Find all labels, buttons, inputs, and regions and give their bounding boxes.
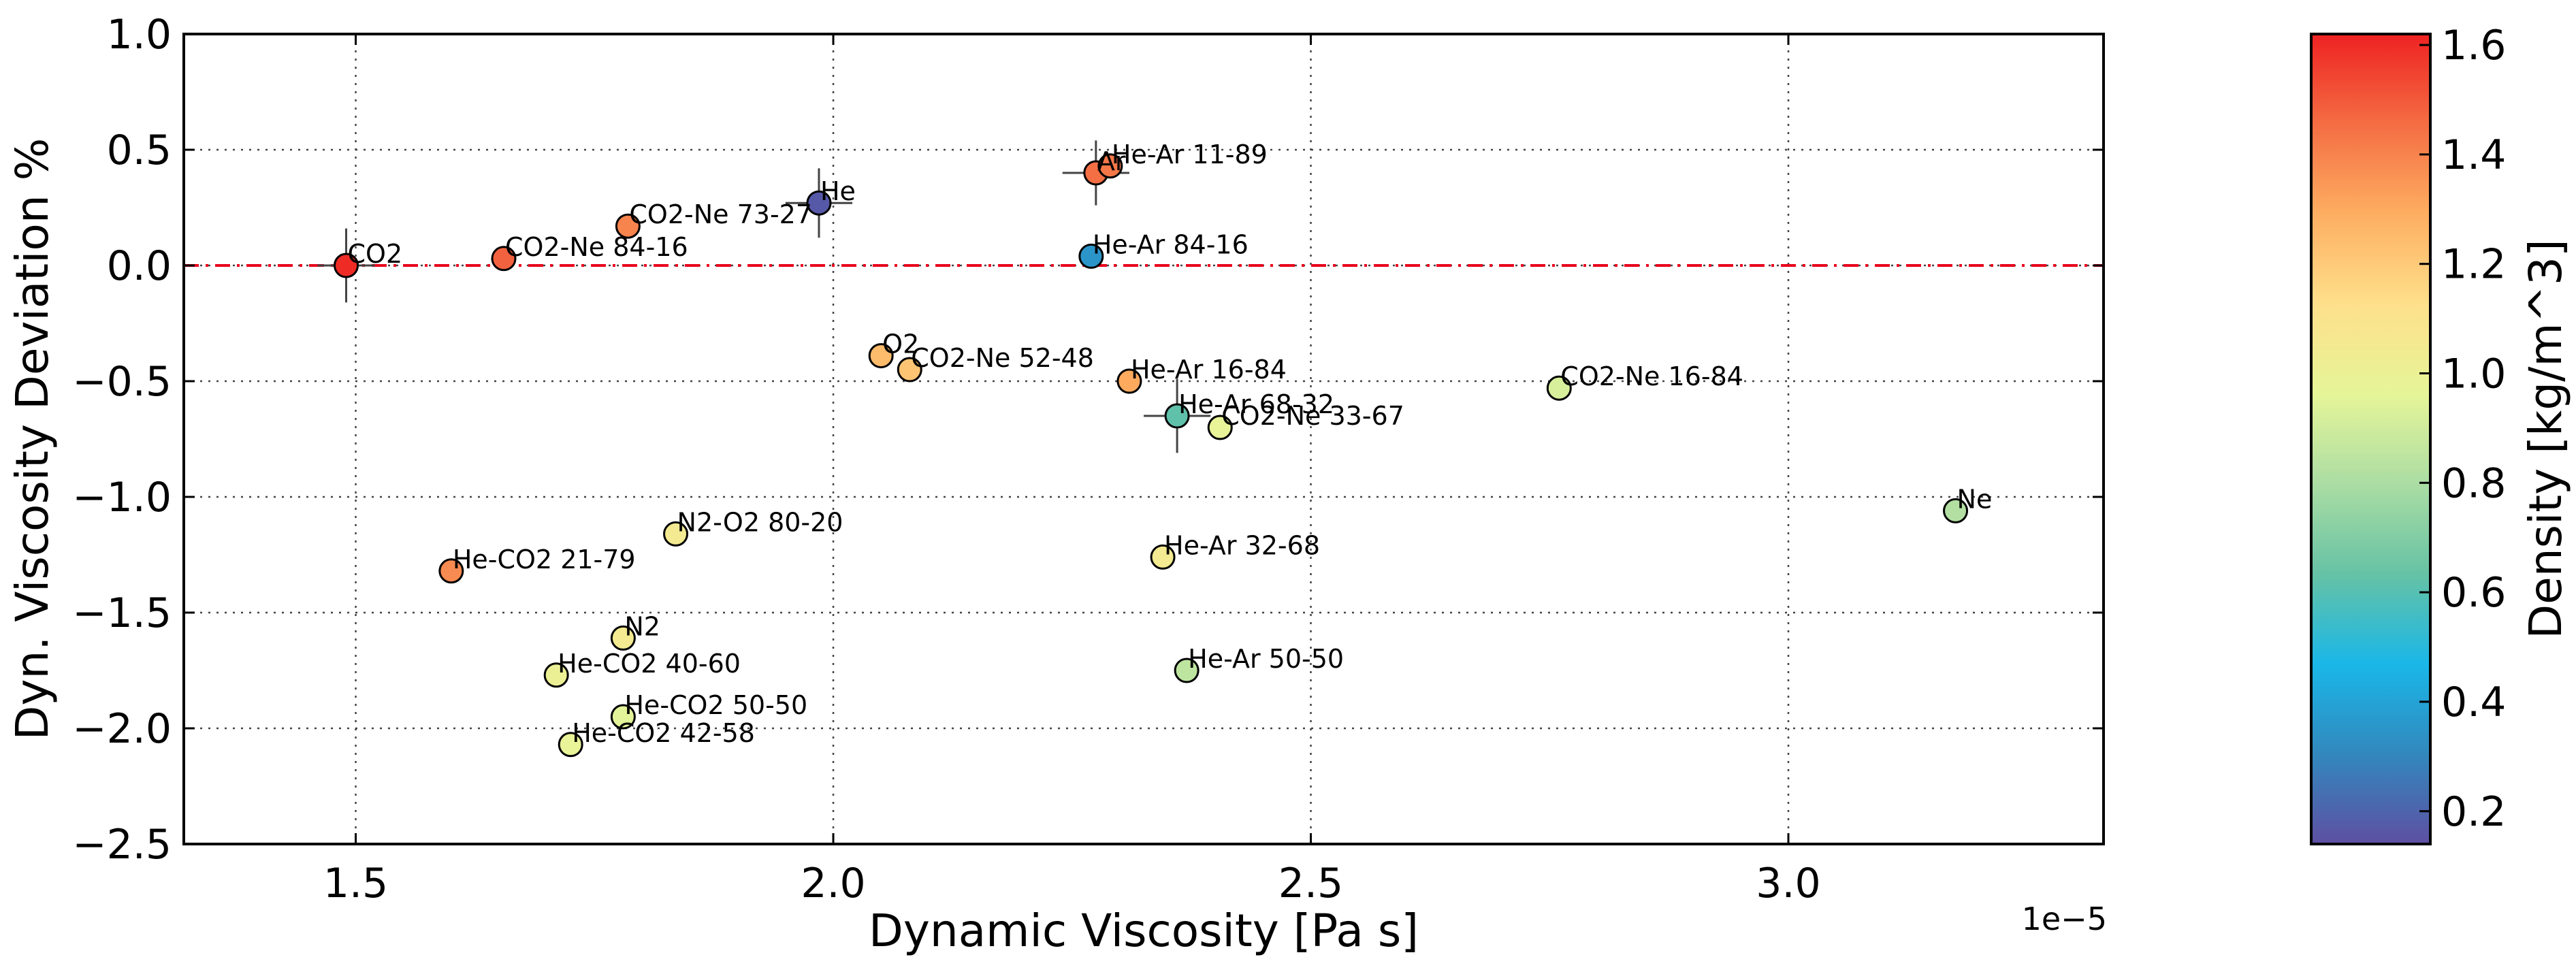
point-label-co2-ne-16-84: CO2-Ne 16-84 bbox=[1560, 361, 1743, 391]
plot-frame bbox=[182, 33, 2105, 845]
y-tick-label: −0.5 bbox=[72, 358, 172, 406]
point-n2 bbox=[610, 625, 636, 651]
point-he-ar-16-84 bbox=[1116, 368, 1142, 394]
point-co2-ne-84-16 bbox=[491, 246, 517, 272]
point-label-co2-ne-84-16: CO2-Ne 84-16 bbox=[505, 232, 688, 262]
colorbar bbox=[2310, 33, 2432, 845]
point-label-ne: Ne bbox=[1957, 484, 1993, 514]
colorbar-tick-label: 1.0 bbox=[2441, 351, 2506, 398]
x-tick-label: 2.5 bbox=[1278, 860, 1343, 907]
point-he-co2-42-58 bbox=[558, 732, 583, 758]
colorbar-tick-label: 1.4 bbox=[2441, 131, 2506, 179]
point-label-he-co2-40-60: He-CO2 40-60 bbox=[558, 649, 741, 679]
error-bars bbox=[317, 140, 1211, 453]
point-label-he-ar-32-68: He-Ar 32-68 bbox=[1164, 530, 1320, 560]
point-label-he-ar-11-89: He-Ar 11-89 bbox=[1112, 140, 1268, 169]
x-tick-label: 2.0 bbox=[801, 860, 865, 907]
point-label-he-ar-50-50: He-Ar 50-50 bbox=[1188, 644, 1344, 674]
colorbar-tick-label: 0.4 bbox=[2441, 679, 2506, 726]
x-tick-label: 1.5 bbox=[323, 860, 388, 907]
point-ne bbox=[1943, 498, 1969, 523]
point-he-ar-32-68 bbox=[1150, 544, 1176, 570]
y-tick-label: 1.0 bbox=[107, 11, 172, 59]
point-he-co2-40-60 bbox=[543, 662, 569, 688]
y-tick-label: −1.0 bbox=[72, 474, 172, 521]
point-label-o2: O2 bbox=[882, 329, 919, 359]
y-tick-label: −2.5 bbox=[72, 821, 172, 869]
point-o2 bbox=[868, 343, 894, 369]
point-label-co2: CO2 bbox=[348, 239, 403, 269]
point-label-co2-ne-52-48: CO2-Ne 52-48 bbox=[911, 343, 1094, 373]
point-n2-o2-80-20 bbox=[663, 521, 689, 547]
x-axis-offset-label: 1e−5 bbox=[2022, 901, 2107, 937]
point-label-he-ar-68-32: He-Ar 68-32 bbox=[1178, 389, 1334, 419]
x-axis-label: Dynamic Viscosity [Pa s] bbox=[869, 905, 1419, 957]
colorbar-ticks: 0.2 0.4 0.6 0.8 1.0 1.2 1.4 1.6 bbox=[2419, 22, 2506, 836]
point-he-ar-11-89 bbox=[1097, 153, 1123, 179]
point-co2-ne-52-48 bbox=[897, 357, 922, 383]
point-he-ar-50-50 bbox=[1174, 658, 1200, 683]
y-tick-label: −2.0 bbox=[72, 705, 172, 753]
point-label-ar: Ar bbox=[1097, 146, 1126, 176]
colorbar-tick-label: 0.6 bbox=[2441, 569, 2506, 617]
x-axis-ticks: 1.5 2.0 2.5 3.0 bbox=[323, 34, 1821, 907]
x-tick-label: 3.0 bbox=[1756, 860, 1820, 907]
point-label-he-co2-21-79: He-CO2 21-79 bbox=[453, 545, 636, 574]
point-label-co2-ne-73-27: CO2-Ne 73-27 bbox=[629, 199, 812, 229]
colorbar-tick-label: 1.2 bbox=[2441, 241, 2506, 289]
point-label-he-ar-84-16: He-Ar 84-16 bbox=[1093, 229, 1249, 259]
point-he-co2-50-50 bbox=[610, 704, 636, 730]
y-axis-ticks: −2.5 −2.0 −1.5 −1.0 −0.5 0.0 0.5 1.0 bbox=[72, 11, 2104, 869]
point-he bbox=[806, 190, 832, 216]
point-co2-ne-16-84 bbox=[1546, 375, 1572, 401]
point-co2-ne-33-67 bbox=[1207, 415, 1233, 440]
point-co2 bbox=[334, 253, 359, 278]
colorbar-tick-label: 1.6 bbox=[2441, 22, 2506, 69]
y-tick-label: 0.0 bbox=[107, 242, 172, 290]
point-label-co2-ne-33-67: CO2-Ne 33-67 bbox=[1221, 401, 1404, 431]
y-axis-label: Dyn. Viscosity Deviation % bbox=[6, 138, 59, 741]
point-label-he: He bbox=[820, 176, 856, 206]
point-label-he-co2-50-50: He-CO2 50-50 bbox=[624, 690, 807, 720]
colorbar-label: Density [kg/m^3] bbox=[2519, 239, 2572, 638]
point-label-n2-o2-80-20: N2-O2 80-20 bbox=[677, 507, 843, 537]
point-he-ar-84-16 bbox=[1078, 243, 1104, 269]
point-label-he-ar-16-84: He-Ar 16-84 bbox=[1131, 355, 1287, 385]
point-he-ar-68-32 bbox=[1164, 403, 1190, 429]
colorbar-tick-label: 0.8 bbox=[2441, 459, 2506, 507]
y-tick-label: 0.5 bbox=[107, 127, 172, 174]
y-tick-label: −1.5 bbox=[72, 589, 172, 637]
colorbar-tick-label: 0.2 bbox=[2441, 788, 2506, 836]
data-points bbox=[334, 153, 1969, 758]
point-he-co2-21-79 bbox=[438, 558, 464, 584]
point-label-n2: N2 bbox=[624, 611, 660, 641]
point-label-he-co2-42-58: He-CO2 42-58 bbox=[572, 718, 755, 748]
point-co2-ne-73-27 bbox=[615, 213, 641, 239]
